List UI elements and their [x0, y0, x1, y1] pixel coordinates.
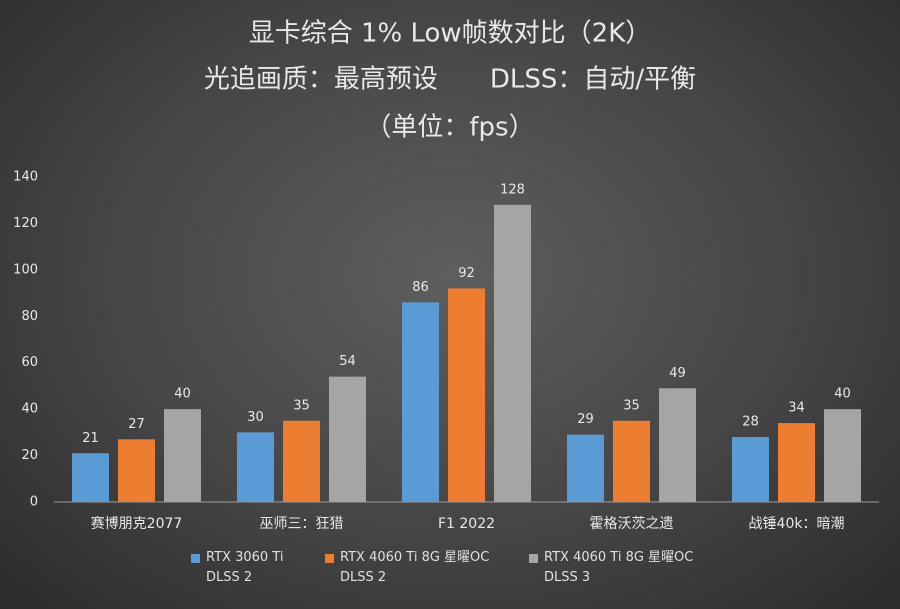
value-label: 34 — [788, 401, 805, 416]
y-tick-label: 0 — [30, 495, 38, 510]
bar — [448, 288, 485, 502]
legend-swatch — [529, 554, 538, 563]
chart-title: 显卡综合 1% Low帧数对比（2K） — [249, 19, 652, 49]
value-label: 35 — [623, 398, 640, 413]
value-label: 29 — [577, 412, 594, 427]
legend-swatch — [191, 554, 200, 563]
value-label: 28 — [742, 415, 759, 430]
value-label: 40 — [834, 387, 851, 402]
bar — [72, 453, 109, 502]
bar — [329, 376, 366, 502]
x-tick-label: 巫师三：狂猎 — [260, 516, 344, 532]
chart-title: （单位：fps） — [365, 113, 534, 143]
value-label: 128 — [500, 182, 525, 197]
legend-label: RTX 3060 Ti DLSS 2 — [206, 550, 284, 585]
legend-label: RTX 4060 Ti 8G 星曜OC DLSS 2 — [340, 550, 490, 585]
bar — [567, 434, 604, 502]
legend-item: RTX 4060 Ti 8G 星曜OC DLSS 2 — [325, 548, 505, 588]
value-label: 86 — [412, 280, 429, 295]
bar — [494, 204, 531, 502]
bar — [164, 409, 201, 502]
x-tick-label: 赛博朋克2077 — [91, 515, 183, 532]
value-label: 30 — [247, 410, 264, 425]
bar — [613, 420, 650, 502]
value-label: 35 — [293, 398, 310, 413]
legend: RTX 3060 Ti DLSS 2 RTX 4060 Ti 8G 星曜OC DL… — [0, 548, 900, 588]
chart-title: 光追画质：最高预设 DLSS：自动/平衡 — [204, 65, 696, 95]
y-tick-label: 100 — [13, 262, 38, 277]
y-tick-label: 20 — [21, 448, 38, 463]
legend-item: RTX 4060 Ti 8G 星曜OC DLSS 3 — [529, 548, 709, 588]
y-tick-label: 60 — [21, 355, 38, 370]
legend-item: RTX 3060 Ti DLSS 2 — [191, 548, 301, 588]
value-label: 92 — [458, 266, 475, 281]
bar — [824, 409, 861, 502]
value-label: 54 — [339, 354, 356, 369]
y-tick-label: 140 — [13, 170, 38, 185]
bar — [402, 302, 439, 502]
bar — [659, 388, 696, 502]
value-label: 21 — [82, 431, 99, 446]
y-tick-label: 40 — [21, 402, 38, 417]
legend-swatch — [325, 554, 334, 563]
x-tick-label: 霍格沃茨之遗 — [590, 516, 674, 532]
value-label: 27 — [128, 417, 145, 432]
value-label: 40 — [174, 387, 191, 402]
bar — [283, 420, 320, 502]
bar — [118, 439, 155, 502]
bar — [237, 432, 274, 502]
y-tick-label: 80 — [21, 309, 38, 324]
x-tick-label: F1 2022 — [438, 516, 495, 532]
x-tick-label: 战锤40k：暗潮 — [749, 516, 845, 532]
chart: 显卡综合 1% Low帧数对比（2K） 光追画质：最高预设 DLSS：自动/平衡… — [13, 19, 879, 532]
bar — [778, 423, 815, 502]
y-tick-label: 120 — [13, 216, 38, 231]
bar — [732, 437, 769, 502]
legend-label: RTX 4060 Ti 8G 星曜OC DLSS 3 — [544, 550, 694, 585]
value-label: 49 — [669, 366, 686, 381]
